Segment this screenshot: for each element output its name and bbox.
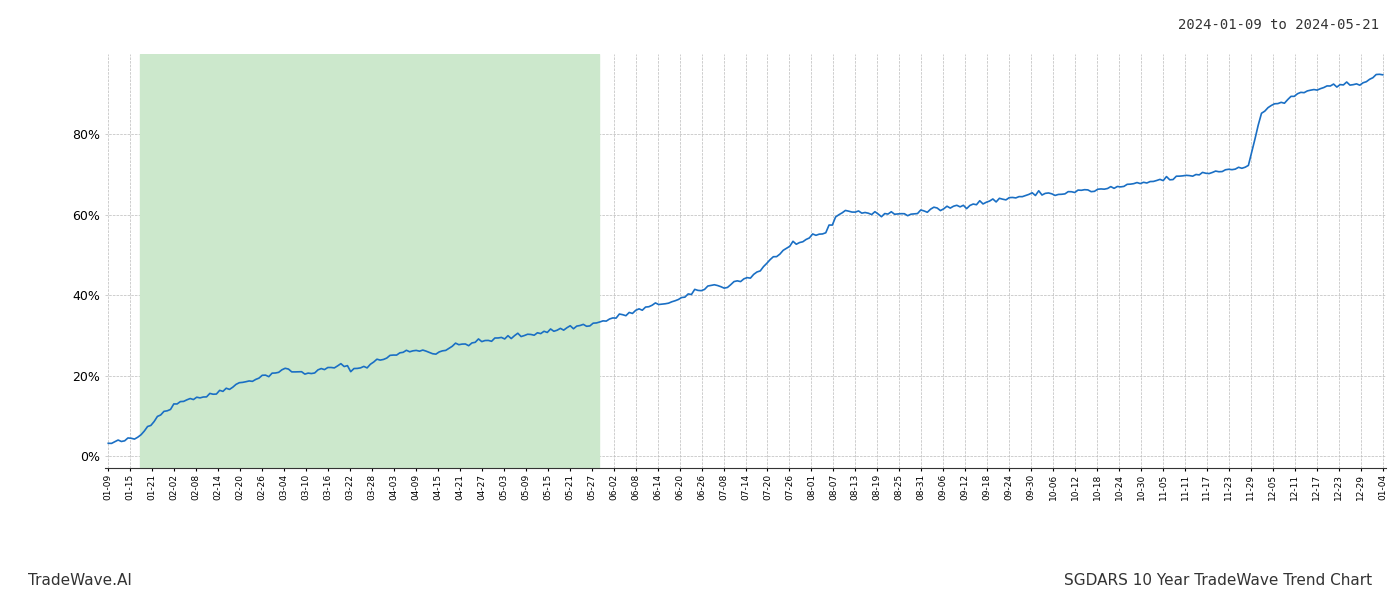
- Bar: [140, 54, 599, 468]
- Text: SGDARS 10 Year TradeWave Trend Chart: SGDARS 10 Year TradeWave Trend Chart: [1064, 573, 1372, 588]
- Text: TradeWave.AI: TradeWave.AI: [28, 573, 132, 588]
- Text: 2024-01-09 to 2024-05-21: 2024-01-09 to 2024-05-21: [1177, 18, 1379, 32]
